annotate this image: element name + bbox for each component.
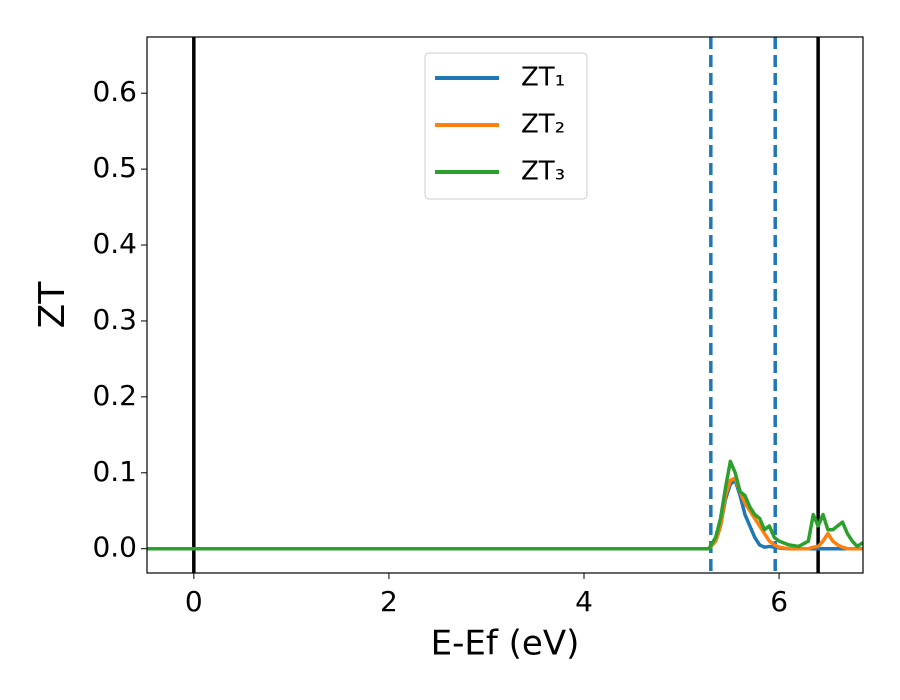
legend-box <box>424 52 588 200</box>
y-tick-label: 0.1 <box>92 455 137 488</box>
series-line <box>147 476 863 551</box>
y-axis-label: ZT <box>32 281 73 329</box>
series-line <box>147 459 863 551</box>
x-tick-label: 0 <box>185 585 203 618</box>
y-tick-label: 0.0 <box>92 531 137 564</box>
x-tick-label: 6 <box>770 585 788 618</box>
legend-label: ZT₁ <box>521 63 565 93</box>
x-axis-label: E-Ef (eV) <box>431 624 580 664</box>
y-tick-label: 0.6 <box>92 75 137 108</box>
y-tick-label: 0.5 <box>92 151 137 184</box>
y-tick-label: 0.3 <box>92 303 137 336</box>
y-tick-label: 0.2 <box>92 379 137 412</box>
x-tick-label: 4 <box>575 585 593 618</box>
legend-label: ZT₂ <box>521 110 565 140</box>
plot-frame <box>146 36 864 574</box>
legend-label: ZT₃ <box>521 157 565 187</box>
x-tick-label: 2 <box>380 585 398 618</box>
y-tick-label: 0.4 <box>92 227 137 260</box>
